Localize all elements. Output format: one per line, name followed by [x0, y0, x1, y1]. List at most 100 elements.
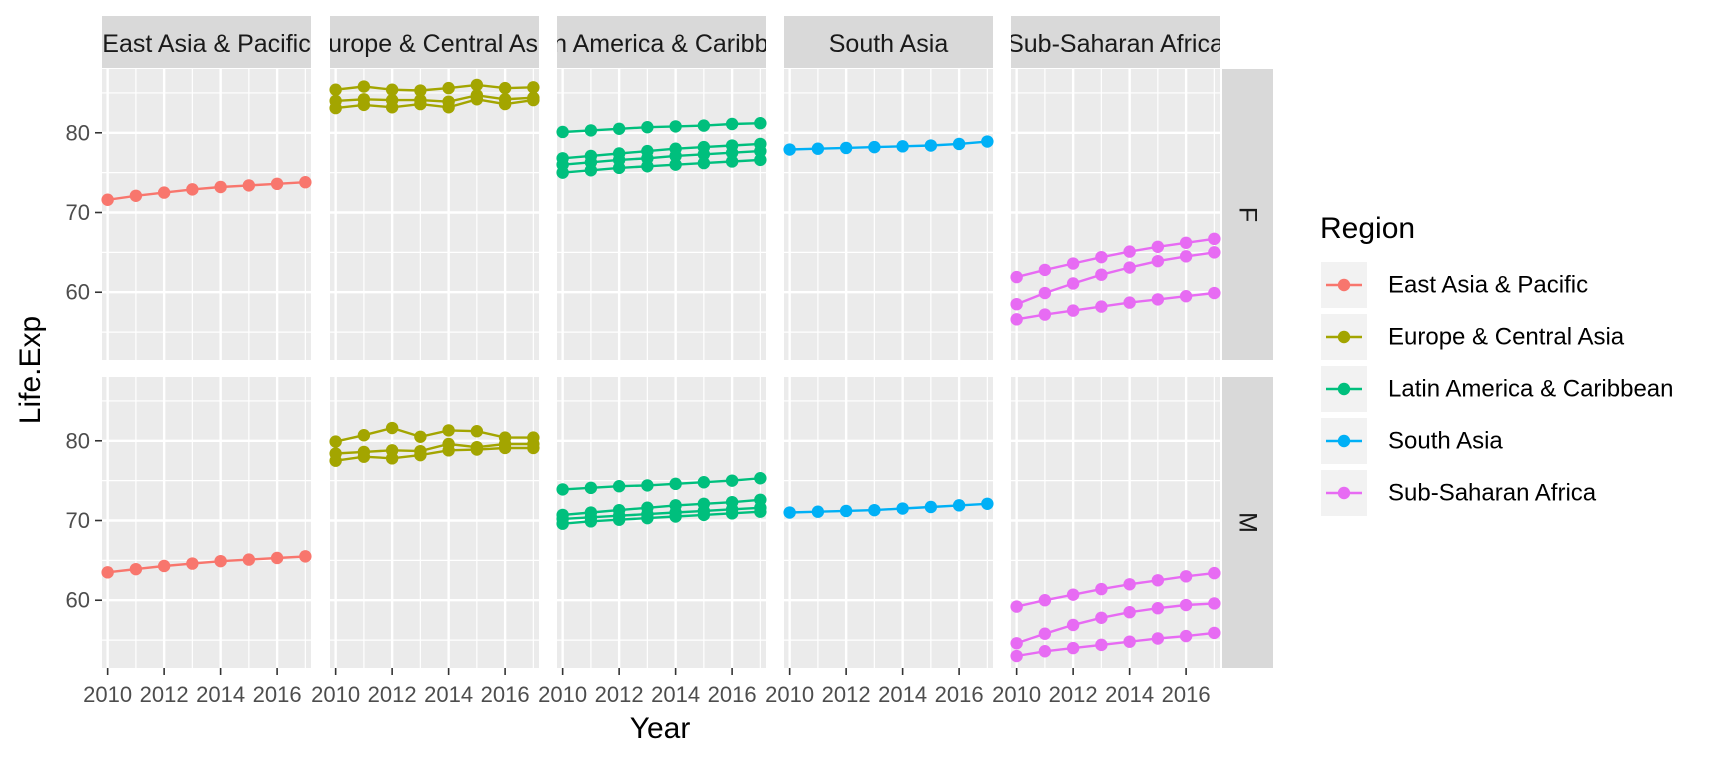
data-point [1123, 296, 1136, 309]
data-point [1095, 250, 1108, 264]
data-point [1038, 308, 1052, 321]
facet-panel [330, 69, 539, 360]
data-point [329, 101, 342, 115]
x-tick-label: 2014 [1105, 682, 1154, 707]
data-point [1066, 304, 1080, 317]
data-point [414, 97, 427, 111]
data-point [725, 507, 739, 520]
data-point [697, 119, 711, 132]
data-point [186, 183, 199, 196]
x-tick-label: 2012 [595, 682, 644, 707]
data-point [1095, 638, 1108, 652]
data-point [442, 101, 455, 114]
x-tick-label: 2012 [822, 682, 871, 707]
data-point [242, 179, 256, 192]
data-point [1066, 641, 1080, 655]
data-point [1038, 594, 1052, 607]
x-tick-label: 2014 [878, 682, 927, 707]
data-point [924, 500, 938, 514]
data-point [896, 140, 909, 153]
facet-strip-bg [784, 16, 993, 68]
data-point [329, 435, 342, 448]
data-point [1066, 588, 1080, 601]
data-point [1038, 263, 1052, 277]
data-point [725, 155, 739, 168]
data-point [896, 502, 909, 515]
data-point [1179, 570, 1193, 583]
y-tick-label: 60 [66, 588, 90, 613]
data-point [811, 142, 825, 155]
data-point [1095, 582, 1108, 596]
data-point [1038, 627, 1052, 640]
data-point [414, 430, 427, 443]
data-point [214, 554, 227, 568]
data-point [270, 551, 284, 565]
facet-column-label: East Asia & Pacific [102, 30, 310, 58]
data-point [725, 117, 739, 131]
data-point [924, 139, 938, 152]
data-point [697, 156, 711, 170]
y-axis-title: Life.Exp [14, 316, 47, 424]
facet-strip-bg [1011, 16, 1220, 68]
legend-item: Latin America & Caribbean [1321, 366, 1674, 412]
data-point [1066, 618, 1080, 632]
data-point [385, 421, 399, 435]
facet-panels: East Asia & Pacific Europe & Central Asia… [101, 16, 1273, 668]
facet-panel [557, 69, 766, 360]
data-point [1123, 245, 1136, 258]
y-tick-label: 80 [66, 120, 90, 145]
facet-row-label: F [1234, 207, 1262, 222]
data-point [697, 148, 711, 161]
data-point [1066, 277, 1080, 290]
data-point [357, 450, 371, 463]
legend-label: Sub-Saharan Africa [1388, 480, 1597, 507]
facet-panel [784, 377, 993, 668]
x-tick-label: 2014 [196, 682, 245, 707]
data-point [186, 557, 199, 570]
panel-background [330, 377, 539, 668]
data-point [1095, 268, 1108, 281]
data-point [783, 506, 796, 519]
data-point [1151, 574, 1165, 587]
data-point [754, 144, 767, 158]
data-point [556, 125, 569, 139]
x-tick-label: 2014 [651, 682, 700, 707]
data-point [868, 503, 881, 517]
legend: Region East Asia & Pacific Europe & Centr… [1320, 212, 1674, 516]
data-point [498, 81, 512, 95]
panel-background [1011, 377, 1220, 668]
data-point [1208, 286, 1221, 300]
data-point [1208, 566, 1221, 580]
data-point [669, 477, 682, 491]
x-axis-title: Year [630, 712, 691, 745]
data-point [1095, 611, 1108, 624]
x-tick-label: 2016 [253, 682, 302, 707]
legend-key-point [1337, 434, 1351, 448]
facet-row-label: M [1234, 512, 1262, 533]
data-point [1179, 629, 1193, 643]
data-point [1095, 300, 1108, 313]
data-point [839, 504, 853, 518]
x-tick-label: 2016 [1162, 682, 1211, 707]
data-point [612, 161, 626, 175]
data-point [329, 83, 342, 96]
data-point [981, 497, 994, 510]
x-tick-label: 2010 [765, 682, 814, 707]
data-point [299, 550, 312, 563]
data-point [1151, 240, 1165, 253]
data-point [157, 559, 171, 573]
x-tick-label: 2014 [424, 682, 473, 707]
data-point [669, 149, 682, 163]
data-point [584, 124, 598, 137]
data-point [556, 166, 569, 179]
x-tick-label: 2010 [83, 682, 132, 707]
legend-title: Region [1320, 212, 1415, 245]
data-point [641, 511, 654, 525]
facet-column-label: Sub-Saharan Africa [1007, 30, 1224, 58]
data-point [442, 424, 455, 437]
facet-strip-bg [557, 16, 766, 68]
data-point [725, 146, 739, 159]
legend-label: South Asia [1388, 428, 1503, 455]
